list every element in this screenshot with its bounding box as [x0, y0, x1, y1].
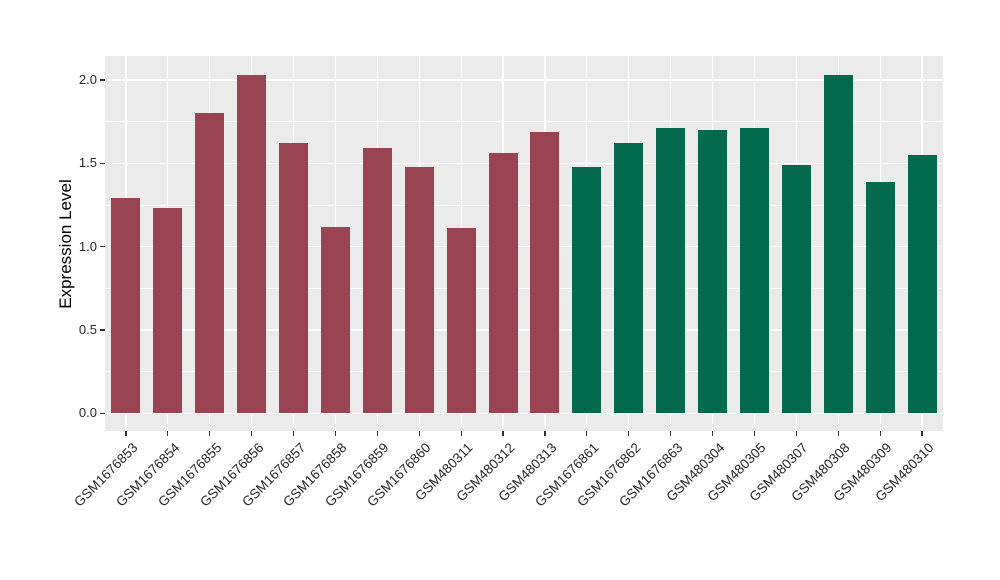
bar-GSM480304	[698, 129, 728, 414]
bar-GSM1676863	[656, 128, 686, 414]
y-tick-mark	[100, 329, 105, 331]
bar-GSM1676856	[237, 74, 267, 414]
gridline-major-horizontal	[105, 412, 943, 415]
x-tick-mark	[251, 431, 253, 436]
bar-GSM480307	[781, 164, 811, 414]
x-tick-mark	[921, 431, 923, 436]
y-tick-mark	[100, 162, 105, 164]
bar-GSM1676861	[572, 166, 602, 414]
bar-GSM480309	[865, 181, 895, 414]
x-tick-mark	[670, 431, 672, 436]
x-tick-mark	[292, 431, 295, 436]
x-tick-mark	[628, 431, 630, 436]
y-tick-mark	[100, 246, 105, 248]
bar-GSM1676859	[362, 148, 392, 414]
gridline-major-horizontal	[105, 79, 943, 81]
x-tick-mark	[418, 431, 420, 436]
x-tick-mark	[125, 431, 127, 436]
gridline-minor-horizontal	[105, 287, 943, 289]
bar-GSM480313	[530, 131, 560, 414]
x-tick-mark	[586, 431, 588, 436]
bar-GSM1676855	[195, 113, 225, 414]
x-tick-mark	[879, 431, 881, 436]
gridline-minor-horizontal	[105, 121, 943, 123]
gridline-major-horizontal	[105, 162, 943, 165]
x-tick-mark	[502, 431, 504, 436]
gridline-minor-horizontal	[105, 371, 943, 373]
bar-GSM1676853	[111, 198, 141, 414]
bar-GSM480311	[446, 228, 476, 414]
y-tick-mark	[100, 412, 105, 414]
y-tick-label: 0.5	[78, 321, 97, 337]
bar-GSM480310	[907, 154, 937, 414]
y-tick-label: 1.0	[78, 238, 97, 254]
bar-GSM480305	[739, 128, 769, 414]
x-tick-mark	[460, 431, 462, 436]
gridline-major-horizontal	[105, 245, 943, 248]
y-tick-label: 2.0	[78, 71, 97, 87]
gridline-major-horizontal	[105, 329, 943, 331]
bar-GSM480308	[823, 74, 853, 414]
x-tick-mark	[544, 431, 546, 436]
x-tick-mark	[711, 431, 714, 436]
x-tick-mark	[753, 431, 756, 436]
x-tick-mark	[795, 431, 797, 436]
y-tick-label: 0.0	[78, 405, 97, 421]
bar-GSM480312	[488, 153, 518, 414]
y-tick-mark	[100, 79, 105, 81]
gridline-minor-horizontal	[105, 204, 943, 206]
plot-panel	[105, 56, 943, 431]
x-tick-mark	[209, 431, 211, 436]
x-tick-mark	[167, 431, 169, 436]
bar-GSM1676858	[320, 226, 350, 414]
bar-GSM1676857	[279, 143, 309, 414]
y-tick-label: 1.5	[78, 155, 97, 171]
bar-GSM1676854	[153, 208, 183, 414]
bar-GSM1676862	[614, 143, 644, 414]
x-tick-mark	[837, 431, 839, 436]
bar-GSM1676860	[404, 166, 434, 414]
x-tick-mark	[334, 431, 337, 436]
x-tick-mark	[376, 431, 378, 436]
